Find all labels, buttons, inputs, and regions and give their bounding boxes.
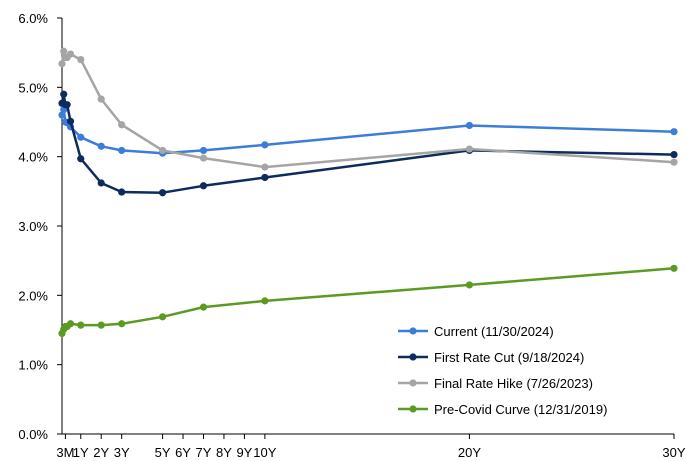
x-tick-label: 10Y (253, 445, 276, 460)
legend: Current (11/30/2024) First Rate Cut (9/18… (398, 324, 607, 417)
y-tick-label: 2.0% (18, 288, 48, 303)
series-3 (58, 264, 678, 338)
x-tick-label: 2Y (93, 445, 109, 460)
data-point (66, 320, 75, 328)
data-point (77, 56, 85, 64)
data-point (261, 163, 269, 171)
y-tick-label: 5.0% (18, 80, 48, 95)
data-point (465, 281, 474, 289)
data-point (58, 111, 66, 119)
data-point (77, 321, 85, 329)
x-tick-label: 3Y (114, 445, 130, 460)
data-point (199, 303, 208, 311)
x-tick-label: 5Y (155, 445, 171, 460)
x-tick-label: 30Y (662, 445, 685, 460)
data-point (118, 146, 126, 155)
data-point (97, 142, 105, 150)
data-point (158, 313, 167, 321)
data-point (60, 47, 68, 55)
data-point (670, 158, 678, 166)
y-tick-label: 1.0% (18, 358, 48, 373)
data-point (60, 90, 68, 98)
y-tick-label: 4.0% (18, 150, 48, 165)
data-point (66, 117, 75, 125)
data-point (118, 320, 126, 328)
legend-item: First Rate Cut (9/18/2024) (398, 350, 584, 365)
data-point (670, 264, 678, 272)
x-tick-label: 8Y (216, 445, 232, 460)
y-tick-label: 3.0% (18, 219, 48, 234)
series-0 (58, 105, 678, 157)
data-point (97, 321, 105, 329)
legend-label: First Rate Cut (9/18/2024) (434, 350, 584, 365)
x-tick-label: 3M (56, 445, 74, 460)
legend-marker (409, 327, 417, 335)
legend-label: Current (11/30/2024) (434, 324, 554, 339)
data-point (670, 128, 678, 136)
data-point (670, 150, 678, 159)
series-line (60, 267, 675, 334)
legend-item: Pre-Covid Curve (12/31/2019) (398, 402, 607, 417)
legend-marker (409, 379, 417, 387)
data-point (118, 121, 126, 129)
series-2 (58, 47, 678, 171)
data-point (261, 297, 269, 305)
data-point (97, 95, 105, 103)
series-layer (58, 47, 678, 338)
x-tick-label: 20Y (458, 445, 481, 460)
data-point (118, 188, 126, 196)
data-point (58, 60, 66, 68)
data-point (199, 154, 208, 162)
data-point (66, 50, 75, 58)
legend-marker (409, 405, 417, 413)
x-tick-label: 1Y (73, 445, 89, 460)
data-point (158, 146, 167, 155)
x-tick-label: 6Y (175, 445, 191, 460)
data-point (63, 101, 71, 109)
data-point (465, 121, 474, 130)
data-point (158, 189, 167, 197)
series-line (60, 50, 675, 169)
data-point (261, 141, 269, 149)
legend-item: Final Rate Hike (7/26/2023) (398, 376, 593, 391)
y-axis-tick-labels: 0.0% 1.0% 2.0% 3.0% 4.0% 5.0% 6.0% (18, 11, 48, 442)
legend-marker (409, 353, 417, 361)
data-point (261, 173, 269, 182)
data-point (199, 146, 208, 155)
data-point (465, 145, 474, 153)
legend-item: Current (11/30/2024) (398, 324, 554, 339)
y-tick-label: 0.0% (18, 427, 48, 442)
x-tick-label: 9Y (236, 445, 252, 460)
axes (57, 17, 675, 439)
legend-label: Pre-Covid Curve (12/31/2019) (434, 402, 607, 417)
data-point (97, 179, 105, 187)
series-line (60, 108, 675, 155)
data-point (199, 182, 208, 190)
x-tick-label: 7Y (196, 445, 212, 460)
legend-label: Final Rate Hike (7/26/2023) (434, 376, 593, 391)
data-point (77, 133, 85, 141)
y-tick-label: 6.0% (18, 11, 48, 26)
data-point (77, 155, 85, 163)
